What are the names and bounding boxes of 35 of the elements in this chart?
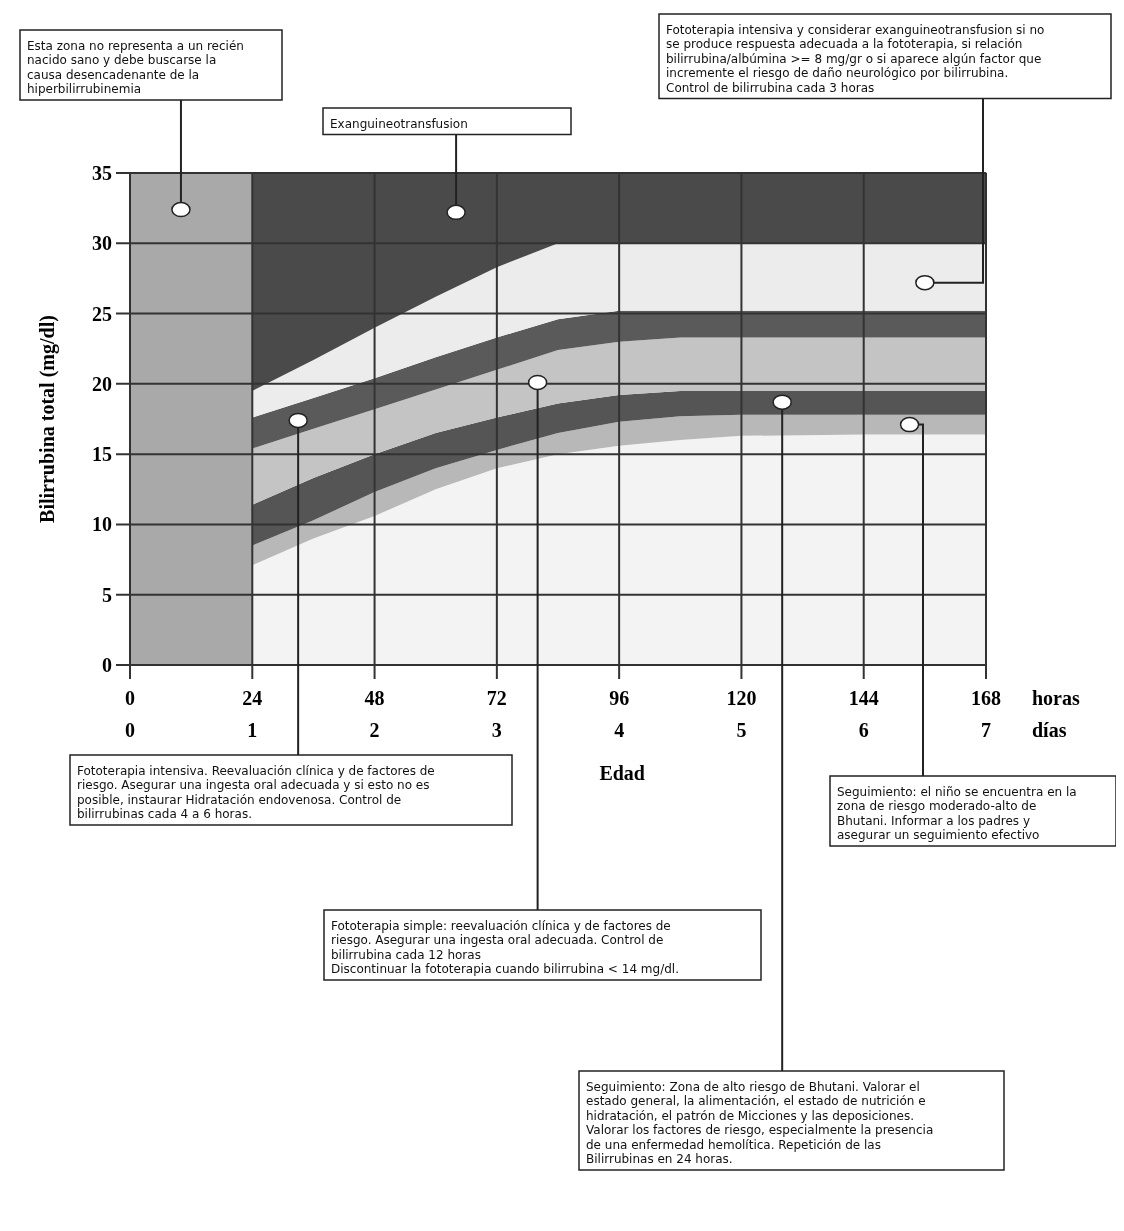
x-tick-label: 96 <box>609 687 630 709</box>
y-tick-label: 30 <box>92 232 112 255</box>
x2-tick-label: 0 <box>125 719 135 741</box>
y-tick-label: 0 <box>102 654 112 676</box>
x-tick-label: 0 <box>125 687 135 709</box>
x2-tick-label: 7 <box>981 719 991 741</box>
x2-tick-label: 1 <box>247 719 258 741</box>
x-tick-label: 72 <box>486 687 507 709</box>
x2-tick-label: 2 <box>369 719 380 741</box>
y-tick-label: 35 <box>92 162 112 184</box>
x2-tick-label: 6 <box>858 719 869 741</box>
y-tick-label: 25 <box>92 302 112 325</box>
annotation: Fototerapia simple: reevaluación clínica y de factores de riesgo. Asegurar una ingesta oral adecuada. Control de bilirrubina cada 12 horas Discontinuar la fototerapia cuando bilirrubina < 14 mg/dl. <box>331 918 679 977</box>
x2-tick-label: 5 <box>736 719 747 741</box>
annotation: Fototerapia intensiva y considerar exanguineotransfusion si no se produce respuesta adecuada a la fototerapia, si relación bilirrubina/albúmina >= 8 mg/gr o si aparece algún factor que incremente el riesgo de daño neurológico por bilirrubina. Control de bilirrubina cada 3 horas <box>666 22 1045 95</box>
annotation: Seguimiento: Zona de alto riesgo de Bhutani. Valorar el estado general, la alimentación, el estado de nutrición e hidratación, el patrón de Micciones y las deposiciones. Valorar los factores de riesgo, especialmente la presencia de una enfermedad hemolítica. Repetición de las Bilirrubinas en 24 horas. <box>586 1079 934 1167</box>
annotation: Fototerapia intensiva. Reevaluación clínica y de factores de riesgo. Asegurar una ingesta oral adecuada y si esto no es posible, instaurar Hidratación endovenosa. Control de bilirrubinas cada 4 a 6 horas. <box>77 763 435 822</box>
x-tick-label: 168 <box>971 687 1001 709</box>
x-tick-label: 48 <box>364 687 385 709</box>
annotation: Seguimiento: el niño se encuentra en la zona de riesgo moderado-alto de Bhutani. Informar a los padres y asegurar un seguimiento efectivo <box>837 784 1077 843</box>
x-tick-label: 120 <box>726 687 757 709</box>
x-tick-label: 24 <box>242 687 263 709</box>
y-tick-label: 5 <box>102 583 112 606</box>
text: horas <box>1032 687 1080 709</box>
y-tick-label: 10 <box>92 513 112 536</box>
x2-axis-title: días <box>1032 719 1067 741</box>
annotation: Exanguineotransfusion <box>330 116 468 131</box>
annotation: Esta zona no representa a un recién nacido sano y debe buscarse la causa desencadenante de la hiperbilirrubinemia <box>27 38 244 97</box>
y-axis-title: Bilirrubina total (mg/dl) <box>36 315 59 523</box>
x2-tick-label: 4 <box>614 719 625 741</box>
y-tick-label: 15 <box>92 443 112 466</box>
x-axis-title: Edad <box>599 762 645 784</box>
x-tick-label: 144 <box>848 687 879 709</box>
x2-tick-label: 3 <box>491 719 502 741</box>
y-tick-label: 20 <box>92 372 112 395</box>
